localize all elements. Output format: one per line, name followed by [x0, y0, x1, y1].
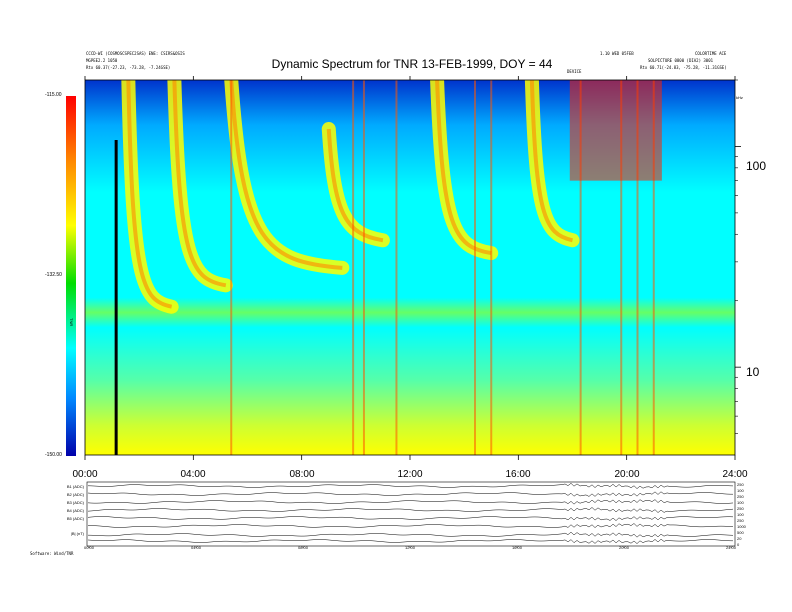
chart-title: Dynamic Spectrum for TNR 13-FEB-1999, DO… — [271, 57, 553, 71]
intense-region — [569, 80, 662, 181]
x-tick-label: 16:00 — [505, 469, 531, 480]
x-tick-label: 20:00 — [614, 469, 640, 480]
stripe-layer — [114, 80, 662, 455]
subplot-trace-6 — [87, 531, 734, 538]
header-right-line4: Rtx 60.71(-24.83, -75.28, -11.31GSE) — [640, 65, 727, 70]
subplot-layer — [86, 481, 736, 548]
header-right-line1: 1.10 WED 05FEB — [600, 51, 634, 56]
stripe-9 — [652, 80, 655, 455]
subplot-trace-4 — [87, 516, 734, 521]
subplot-label: B1 (ADC) — [66, 484, 84, 489]
stripe-6 — [579, 80, 582, 455]
subplot-frame — [86, 481, 736, 547]
y-tick-label: 10 — [746, 365, 760, 379]
burst-core-3 — [326, 128, 384, 243]
burst-core-2 — [229, 80, 343, 270]
subplot-trace-0 — [87, 482, 734, 489]
subplot-x-tick: 08:00 — [297, 545, 309, 550]
subplot-trace-7 — [87, 538, 734, 544]
y-unit: kHz — [736, 95, 743, 100]
stripe-4 — [474, 80, 476, 455]
colorbar-label-top: -115.00 — [45, 92, 62, 98]
burst-core-0 — [126, 80, 173, 309]
colorbar — [66, 96, 76, 456]
subplot-tick: 0 — [737, 542, 740, 547]
x-tick-label: 08:00 — [289, 469, 315, 480]
subplot-x-tick: 24:00 — [725, 545, 737, 550]
header-left-line1: CCCD-WI (COSMOSCSPEC2SAS) ENE: CSIRS&OSI… — [86, 51, 185, 56]
stripe-5 — [490, 80, 493, 455]
footer-credit: Software: Wind/TNR — [30, 551, 74, 556]
subplot-tick: 250 — [737, 482, 744, 487]
y-tick-label: 100 — [746, 159, 767, 173]
stripe-0 — [230, 80, 233, 455]
subplot-x-tick: 00:00 — [83, 545, 95, 550]
subplot-label: |B| (nT) — [70, 531, 84, 536]
burst-core-1 — [172, 80, 227, 288]
subplot-tick: 500 — [737, 530, 744, 535]
subplot-tick: 250 — [737, 518, 744, 523]
subplot-tick: 100 — [737, 512, 744, 517]
subplot-x-tick: 04:00 — [190, 545, 202, 550]
header-center-mark: DEVICE — [567, 69, 582, 74]
subplot-x-tick: 20:00 — [618, 545, 630, 550]
colorbar-label-bottom: -150.00 — [45, 452, 62, 458]
stripe-3 — [395, 80, 398, 455]
subplot-label: B3 (ADC) — [66, 500, 84, 505]
subplot-label: B5 (ADC) — [66, 516, 84, 521]
stripe-8 — [636, 80, 639, 455]
stripe-7 — [620, 80, 623, 455]
data-gap-line — [114, 140, 118, 455]
subplot-tick: 100 — [737, 488, 744, 493]
subplot-tick: 250 — [737, 506, 744, 511]
subplot-trace-2 — [87, 499, 734, 505]
burst-layer — [121, 80, 580, 314]
subplot-label: B4 (ADC) — [66, 508, 84, 513]
x-tick-label: 04:00 — [180, 469, 206, 480]
subplot-trace-1 — [87, 491, 734, 497]
subplot-trace-3 — [87, 507, 734, 513]
x-tick-label: 12:00 — [397, 469, 423, 480]
header-right-line2: COLORTIME ACE — [695, 51, 727, 56]
subplot-x-tick: 16:00 — [511, 545, 523, 550]
x-tick-label: 00:00 — [72, 469, 98, 480]
header-left-line2: MGPEE2.2 1050 — [86, 58, 118, 63]
burst-core-4 — [435, 80, 492, 256]
header-left-line3: Rtx 60.37(-27.23, -73.28, -7.24GSE) — [86, 65, 171, 70]
axis-layer — [84, 76, 741, 460]
x-tick-label: 24:00 — [722, 469, 748, 480]
stripe-2 — [362, 80, 365, 455]
subplot-tick: 250 — [737, 494, 744, 499]
stripe-1 — [352, 80, 355, 455]
subplot-tick: 1000 — [737, 524, 746, 529]
subplot-label: B2 (ADC) — [66, 492, 84, 497]
header-right-line3: SOLPICTURE 0800 (DIA2) 3001 — [648, 58, 714, 63]
burst-core-5 — [529, 80, 573, 243]
colorbar-label-mid: -132.50 — [45, 272, 62, 278]
subplot-x-tick: 12:00 — [404, 545, 416, 550]
subplot-trace-5 — [87, 523, 734, 528]
subplot-tick: 20 — [737, 536, 742, 541]
subplot-tick: 100 — [737, 500, 744, 505]
